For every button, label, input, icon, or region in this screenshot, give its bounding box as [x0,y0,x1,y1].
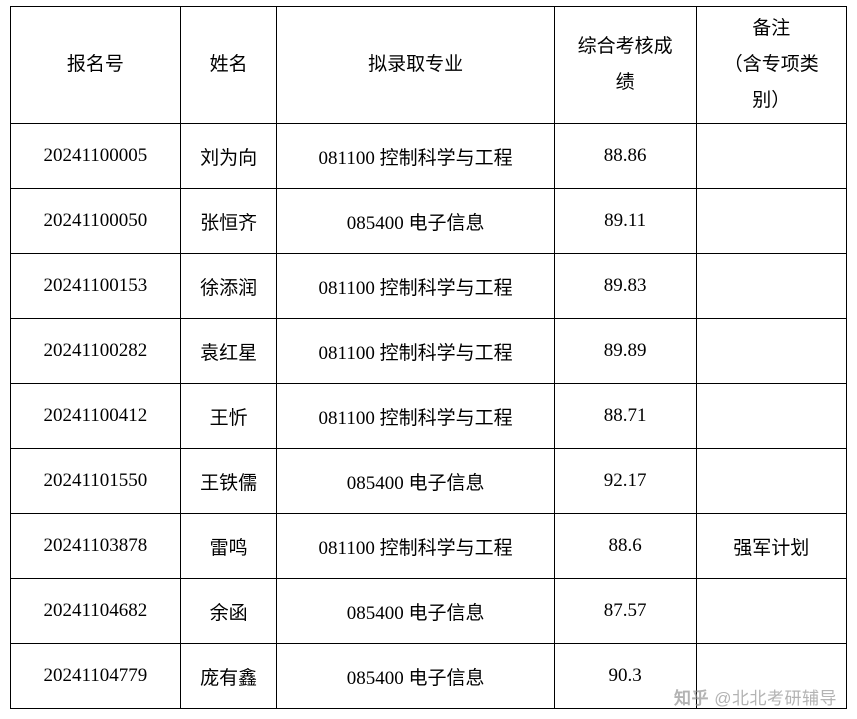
cell-score: 89.89 [554,319,696,384]
cell-id: 20241100153 [11,254,181,319]
cell-score: 88.6 [554,514,696,579]
table-body: 20241100005 刘为向 081100 控制科学与工程 88.86 202… [11,124,847,709]
table-row: 20241104779 庞有鑫 085400 电子信息 90.3 [11,644,847,709]
cell-id: 20241100412 [11,384,181,449]
cell-id: 20241100050 [11,189,181,254]
cell-score: 88.71 [554,384,696,449]
cell-major: 081100 控制科学与工程 [277,384,554,449]
cell-score: 89.83 [554,254,696,319]
table-row: 20241104682 余函 085400 电子信息 87.57 [11,579,847,644]
table-row: 20241100412 王忻 081100 控制科学与工程 88.71 [11,384,847,449]
cell-name: 徐添润 [180,254,277,319]
header-score-line1: 综合考核成 [578,36,673,57]
cell-score: 92.17 [554,449,696,514]
cell-name: 王忻 [180,384,277,449]
cell-id: 20241100282 [11,319,181,384]
table-row: 20241100282 袁红星 081100 控制科学与工程 89.89 [11,319,847,384]
header-score: 综合考核成 绩 [554,7,696,124]
cell-note [696,319,846,384]
header-note-line1: 备注 [752,18,790,39]
table-row: 20241100153 徐添润 081100 控制科学与工程 89.83 [11,254,847,319]
cell-note [696,384,846,449]
cell-note: 强军计划 [696,514,846,579]
cell-name: 刘为向 [180,124,277,189]
cell-name: 张恒齐 [180,189,277,254]
cell-id: 20241104682 [11,579,181,644]
cell-name: 雷鸣 [180,514,277,579]
cell-score: 89.11 [554,189,696,254]
header-row: 报名号 姓名 拟录取专业 综合考核成 绩 备注 （含专项类 别） [11,7,847,124]
cell-name: 王铁儒 [180,449,277,514]
table-row: 20241101550 王铁儒 085400 电子信息 92.17 [11,449,847,514]
cell-major: 085400 电子信息 [277,644,554,709]
header-note: 备注 （含专项类 别） [696,7,846,124]
cell-major: 081100 控制科学与工程 [277,514,554,579]
table-row: 20241100005 刘为向 081100 控制科学与工程 88.86 [11,124,847,189]
cell-major: 085400 电子信息 [277,189,554,254]
cell-name: 袁红星 [180,319,277,384]
header-note-line2: （含专项类 [724,54,819,75]
cell-note [696,644,846,709]
table-row: 20241103878 雷鸣 081100 控制科学与工程 88.6 强军计划 [11,514,847,579]
header-id: 报名号 [11,7,181,124]
cell-id: 20241104779 [11,644,181,709]
cell-score: 88.86 [554,124,696,189]
table-container: 报名号 姓名 拟录取专业 综合考核成 绩 备注 （含专项类 别） 2024110… [0,0,857,719]
cell-note [696,124,846,189]
cell-major: 085400 电子信息 [277,579,554,644]
cell-score: 90.3 [554,644,696,709]
cell-name: 庞有鑫 [180,644,277,709]
cell-major: 085400 电子信息 [277,449,554,514]
header-score-line2: 绩 [616,72,635,93]
cell-major: 081100 控制科学与工程 [277,254,554,319]
header-name: 姓名 [180,7,277,124]
header-major: 拟录取专业 [277,7,554,124]
cell-note [696,449,846,514]
cell-id: 20241103878 [11,514,181,579]
cell-major: 081100 控制科学与工程 [277,124,554,189]
cell-major: 081100 控制科学与工程 [277,319,554,384]
cell-note [696,579,846,644]
cell-id: 20241100005 [11,124,181,189]
header-note-line3: 别） [752,90,790,111]
cell-score: 87.57 [554,579,696,644]
table-row: 20241100050 张恒齐 085400 电子信息 89.11 [11,189,847,254]
cell-id: 20241101550 [11,449,181,514]
cell-note [696,254,846,319]
admission-table: 报名号 姓名 拟录取专业 综合考核成 绩 备注 （含专项类 别） 2024110… [10,6,847,709]
cell-name: 余函 [180,579,277,644]
cell-note [696,189,846,254]
